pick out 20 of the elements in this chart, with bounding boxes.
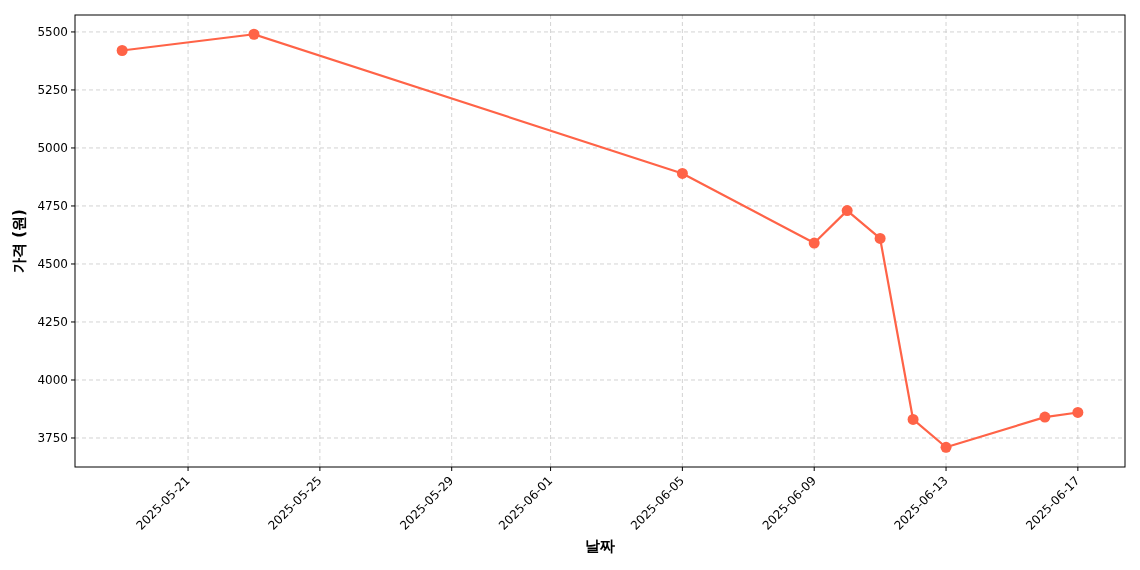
- y-tick-label: 4250: [37, 314, 68, 329]
- point: [248, 28, 260, 40]
- y-tick-label: 5500: [37, 24, 68, 39]
- point: [940, 441, 952, 453]
- x-axis-title: 날짜: [585, 537, 615, 555]
- y-tick-label: 4000: [37, 372, 68, 387]
- point: [116, 45, 128, 56]
- point: [676, 167, 688, 179]
- point: [874, 232, 886, 244]
- y-tick-label: 4500: [37, 256, 68, 271]
- y-tick-label: 5000: [37, 140, 68, 155]
- point: [1039, 411, 1051, 423]
- y-axis-title: 가격 (원): [10, 209, 28, 273]
- point: [907, 413, 919, 425]
- point: [1072, 406, 1084, 418]
- point: [808, 237, 820, 249]
- y-tick-label: 5250: [37, 82, 68, 97]
- point: [841, 205, 853, 217]
- y-tick-label: 4750: [37, 198, 68, 213]
- y-tick-label: 3750: [37, 431, 68, 445]
